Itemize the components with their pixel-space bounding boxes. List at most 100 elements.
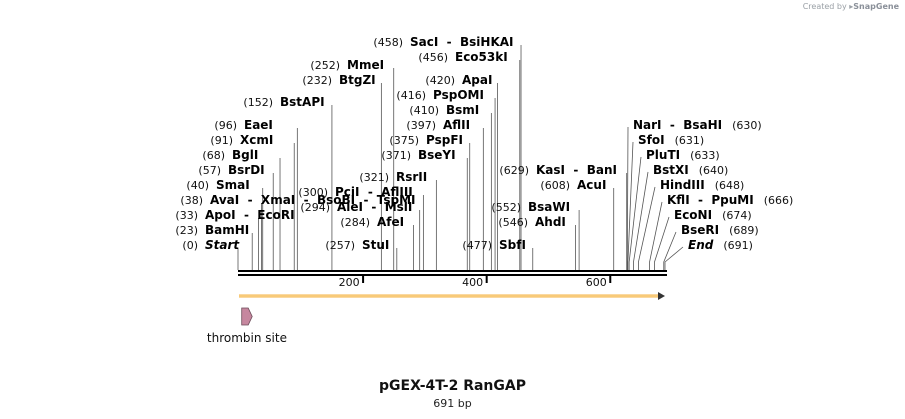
site-position: (284) xyxy=(340,216,370,229)
restriction-site[interactable]: Eco53kI (456) xyxy=(418,50,507,64)
site-name: ApoI - EcoRI xyxy=(205,208,295,222)
site-position: (456) xyxy=(418,51,448,64)
restriction-site[interactable]: MmeI (252) xyxy=(310,58,384,72)
site-name: HindIII xyxy=(660,178,705,192)
restriction-site[interactable]: SmaI (40) xyxy=(186,178,249,192)
restriction-site[interactable]: ApoI - EcoRI (33) xyxy=(175,208,294,222)
created-by-credit: Created by ▸SnapGene xyxy=(803,2,899,11)
restriction-site[interactable]: PluTI (633) xyxy=(646,148,720,162)
site-connector xyxy=(664,246,684,270)
site-name: RsrII xyxy=(396,170,427,184)
restriction-site[interactable]: EaeI (96) xyxy=(214,118,273,132)
thrombin-site-feature[interactable] xyxy=(241,307,253,326)
restriction-site[interactable]: ApaI (420) xyxy=(425,73,492,87)
restriction-site[interactable]: XcmI (91) xyxy=(210,133,273,147)
site-position: (674) xyxy=(722,209,752,222)
site-position: (152) xyxy=(243,96,273,109)
restriction-site[interactable]: RsrII (321) xyxy=(359,170,427,184)
site-name: KflI - PpuMI xyxy=(667,193,754,207)
site-name: ApaI xyxy=(462,73,492,87)
site-position: (546) xyxy=(498,216,528,229)
restriction-site[interactable]: BsmI (410) xyxy=(409,103,479,117)
site-position: (633) xyxy=(690,149,720,162)
restriction-site[interactable]: StuI (257) xyxy=(325,238,389,252)
map-title: pGEX-4T-2 RanGAP xyxy=(379,378,526,394)
site-position: (375) xyxy=(389,134,419,147)
restriction-site[interactable]: AleI - MslI (294) xyxy=(300,200,412,214)
site-position: (608) xyxy=(540,179,570,192)
sequence-length: 691 bp xyxy=(433,397,472,410)
restriction-site[interactable]: AvaI - XmaI - BsoBI - TspMI (38) xyxy=(180,193,415,207)
restriction-site[interactable]: BamHI (23) xyxy=(175,223,249,237)
site-name: NarI - BsaHI xyxy=(633,118,722,132)
restriction-site[interactable]: PspFI (375) xyxy=(389,133,463,147)
site-position: (458) xyxy=(373,36,403,49)
sequence-ruler: 200 400 600 xyxy=(238,270,667,289)
site-position: (631) xyxy=(675,134,705,147)
restriction-site[interactable]: AhdI (546) xyxy=(498,215,565,229)
ruler-tick xyxy=(485,274,488,283)
site-connector xyxy=(663,231,677,270)
restriction-site[interactable]: PspOMI (416) xyxy=(396,88,484,102)
site-name: BseYI xyxy=(418,148,456,162)
site-connector xyxy=(649,201,663,270)
site-name: MmeI xyxy=(347,58,384,72)
site-position: (691) xyxy=(723,239,753,252)
restriction-site[interactable]: BsaWI (552) xyxy=(491,200,570,214)
restriction-site[interactable]: KasI - BanI (629) xyxy=(499,163,617,177)
sequence-feature-arrowhead xyxy=(658,292,665,300)
ruler-tick-label: 400 xyxy=(462,276,483,289)
site-position: (300) xyxy=(298,186,328,199)
site-position: (232) xyxy=(302,74,332,87)
restriction-site[interactable]: AcuI (608) xyxy=(540,178,606,192)
site-name: PciI - AflIII xyxy=(335,185,413,199)
snapgene-logo-icon: ▸ xyxy=(849,2,854,11)
site-position: (91) xyxy=(210,134,233,147)
site-position: (410) xyxy=(409,104,439,117)
site-connector xyxy=(638,186,656,270)
site-name: SacI - BsiHKAI xyxy=(410,35,514,49)
site-name: BsrDI xyxy=(228,163,265,177)
restriction-site[interactable]: BseYI (371) xyxy=(381,148,455,162)
restriction-site[interactable]: EcoNI (674) xyxy=(674,208,752,222)
restriction-site[interactable]: SacI - BsiHKAI (458) xyxy=(373,35,513,49)
site-name: AflII xyxy=(443,118,470,132)
site-name: BstXI xyxy=(653,163,689,177)
site-name: SmaI xyxy=(216,178,250,192)
restriction-site[interactable]: Start (0) xyxy=(182,238,240,252)
restriction-site[interactable]: KflI - PpuMI (666) xyxy=(667,193,793,207)
restriction-site[interactable]: AfeI (284) xyxy=(340,215,404,229)
site-position: (23) xyxy=(175,224,198,237)
site-position: (420) xyxy=(425,74,455,87)
site-position: (33) xyxy=(175,209,198,222)
restriction-site[interactable]: NarI - BsaHI (630) xyxy=(633,118,762,132)
restriction-site[interactable]: HindIII (648) xyxy=(660,178,744,192)
restriction-site[interactable]: BstXI (640) xyxy=(653,163,728,177)
restriction-site[interactable]: BstAPI (152) xyxy=(243,95,324,109)
restriction-site[interactable]: AflII (397) xyxy=(406,118,470,132)
site-name: AhdI xyxy=(535,215,566,229)
restriction-site[interactable]: BtgZI (232) xyxy=(302,73,375,87)
site-position: (68) xyxy=(202,149,225,162)
site-name: AcuI xyxy=(577,178,606,192)
restriction-site[interactable]: SbfI (477) xyxy=(462,238,526,252)
restriction-site[interactable]: BglI (68) xyxy=(202,148,258,162)
restriction-site[interactable]: PciI - AflIII (300) xyxy=(298,185,412,199)
restriction-site[interactable]: End (691) xyxy=(688,238,753,252)
site-name: BsmI xyxy=(446,103,479,117)
site-position: (689) xyxy=(729,224,759,237)
site-position: (416) xyxy=(396,89,426,102)
site-position: (96) xyxy=(214,119,237,132)
feature-label: thrombin site xyxy=(207,331,287,345)
site-name: SbfI xyxy=(499,238,526,252)
restriction-site[interactable]: BsrDI (57) xyxy=(198,163,264,177)
site-position: (397) xyxy=(406,119,436,132)
restriction-site[interactable]: BseRI (689) xyxy=(681,223,759,237)
site-name: BseRI xyxy=(681,223,719,237)
restriction-site[interactable]: SfoI (631) xyxy=(638,133,704,147)
site-name: BsaWI xyxy=(528,200,570,214)
ruler-tick xyxy=(609,274,612,283)
site-name: AfeI xyxy=(377,215,404,229)
site-position: (371) xyxy=(381,149,411,162)
site-connector-lines xyxy=(237,45,684,270)
